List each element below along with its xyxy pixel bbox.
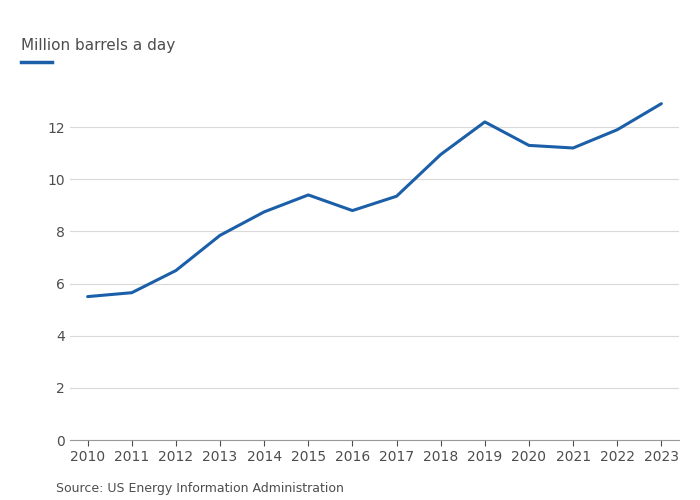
Text: Million barrels a day: Million barrels a day xyxy=(21,38,176,54)
Text: Source: US Energy Information Administration: Source: US Energy Information Administra… xyxy=(56,482,344,495)
